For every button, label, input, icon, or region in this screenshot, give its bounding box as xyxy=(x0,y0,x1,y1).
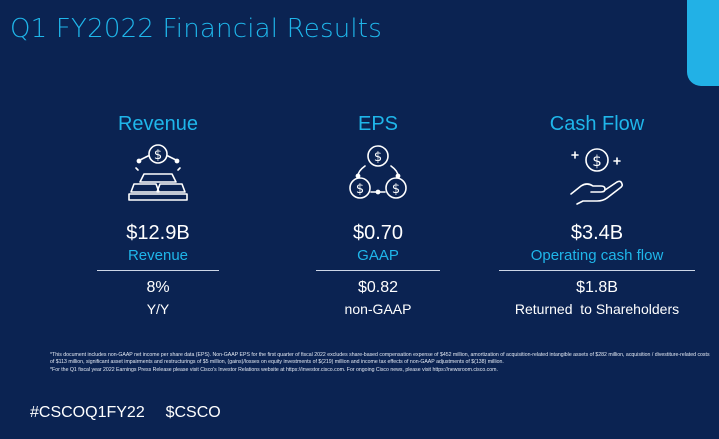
cash-flow-divider xyxy=(499,270,695,271)
cash-flow-heading: Cash Flow xyxy=(549,113,645,135)
eps-heading: EPS xyxy=(357,113,399,135)
svg-text:$: $ xyxy=(592,152,602,170)
revenue-column: Revenue $ $12.9B Revenue 8% Y/Y xyxy=(92,110,224,319)
eps-gaap-label: GAAP xyxy=(357,247,399,264)
hashtags: #CSCOQ1FY22 $CSCO xyxy=(30,404,221,421)
svg-text:$: $ xyxy=(154,148,162,163)
revenue-value: $12.9B xyxy=(126,222,190,244)
coins-cycle-icon: $ $ $ xyxy=(349,145,407,199)
svg-text:$: $ xyxy=(392,182,400,197)
page-title: Q1 FY2022 Financial Results xyxy=(10,14,382,44)
revenue-growth-value: 8% xyxy=(146,279,170,296)
eps-gaap-value: $0.70 xyxy=(352,222,404,244)
revenue-divider xyxy=(97,270,219,271)
returned-to-shareholders-label: Returned to Shareholders xyxy=(514,301,680,317)
eps-non-gaap-value: $0.82 xyxy=(357,279,399,296)
press-release-footnote: *For the Q1 fiscal year 2022 Earnings Pr… xyxy=(50,366,498,373)
footnotes: *This document includes non-GAAP net inc… xyxy=(50,352,715,374)
eps-non-gaap-label: non-GAAP xyxy=(344,301,412,317)
operating-cash-flow-value: $3.4B xyxy=(570,222,624,244)
returned-to-shareholders-value: $1.8B xyxy=(576,279,618,296)
eps-column: EPS $ $ $ $0.70 GAAP $0.82 non-GAAP xyxy=(312,110,444,319)
non-gaap-footnote: *This document includes non-GAAP net inc… xyxy=(50,352,710,366)
cash-flow-column: Cash Flow $ $3.4B Operating cash flow $1… xyxy=(497,110,697,319)
revenue-growth-label: Y/Y xyxy=(146,301,170,317)
svg-text:$: $ xyxy=(356,182,364,197)
revenue-label: Revenue xyxy=(127,247,189,264)
corner-accent-tab xyxy=(687,0,719,86)
revenue-heading: Revenue xyxy=(117,113,199,135)
eps-divider xyxy=(316,270,440,271)
money-gold-bars-icon: $ xyxy=(128,144,188,201)
operating-cash-flow-label: Operating cash flow xyxy=(530,247,664,264)
svg-text:$: $ xyxy=(374,150,382,165)
hand-coin-icon: $ xyxy=(570,148,624,205)
